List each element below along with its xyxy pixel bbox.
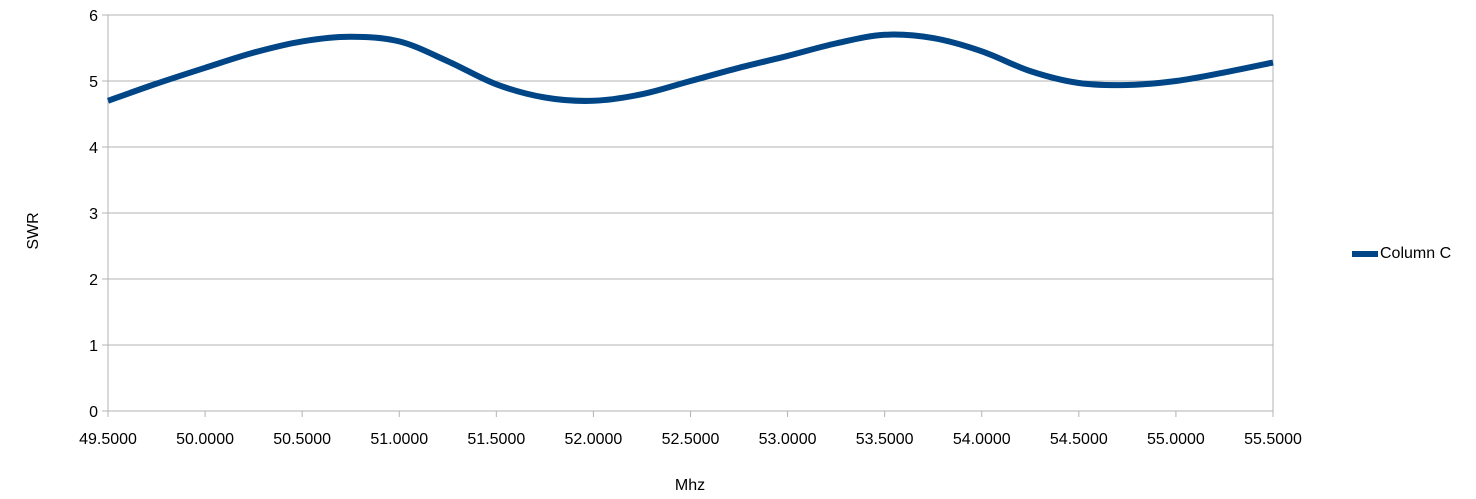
y-tick-label: 2 bbox=[89, 272, 98, 289]
x-tick-label: 51.5000 bbox=[467, 431, 525, 448]
y-tick-label: 3 bbox=[89, 206, 98, 223]
y-tick-label: 6 bbox=[89, 8, 98, 25]
x-tick-label: 55.5000 bbox=[1244, 431, 1302, 448]
tick-labels: 0 1 2 3 4 5 6 49.5000 50.0000 50.5000 51.0000 51.50… bbox=[79, 8, 1302, 448]
x-tick-label: 51.0000 bbox=[370, 431, 428, 448]
x-tick-label: 50.5000 bbox=[273, 431, 331, 448]
x-tick-label: 52.0000 bbox=[564, 431, 622, 448]
x-tick-label: 55.0000 bbox=[1147, 431, 1205, 448]
x-tick-label: 50.0000 bbox=[176, 431, 234, 448]
x-tick-label: 49.5000 bbox=[79, 431, 137, 448]
y-axis-title: SWR bbox=[25, 212, 42, 249]
series-layer bbox=[107, 31, 1274, 104]
legend-label: Column C bbox=[1380, 245, 1452, 262]
y-tick-label: 1 bbox=[89, 338, 98, 355]
x-tick-label: 53.0000 bbox=[759, 431, 817, 448]
y-tick-label: 5 bbox=[89, 74, 98, 91]
series-line bbox=[107, 31, 1274, 104]
x-tick-label: 52.5000 bbox=[662, 431, 720, 448]
x-axis-title: Mhz bbox=[675, 477, 705, 494]
x-tick-label: 53.5000 bbox=[856, 431, 914, 448]
y-tick-label: 0 bbox=[89, 404, 98, 421]
x-tick-label: 54.5000 bbox=[1050, 431, 1108, 448]
grid-lines bbox=[108, 14, 1274, 412]
x-tick-label: 54.0000 bbox=[953, 431, 1011, 448]
legend-swatch bbox=[1352, 251, 1378, 257]
y-tick-label: 4 bbox=[89, 140, 98, 157]
legend: Column C bbox=[1352, 245, 1451, 263]
axes bbox=[102, 14, 1274, 417]
